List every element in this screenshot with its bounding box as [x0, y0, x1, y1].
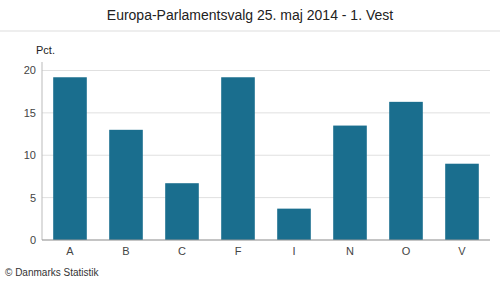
bars [53, 77, 479, 240]
bar [109, 130, 143, 240]
y-tick-label: 15 [24, 107, 36, 119]
grid-line [42, 240, 490, 241]
bar [221, 77, 255, 240]
x-tick-label: B [122, 245, 129, 257]
y-axis-line [42, 62, 43, 240]
x-tick-label: A [66, 245, 74, 257]
x-tick-label: F [235, 245, 242, 257]
x-tick-label: C [178, 245, 186, 257]
x-tick-label: O [402, 245, 411, 257]
x-tick-label: V [458, 245, 466, 257]
y-tick-label: 0 [30, 234, 36, 246]
chart-container: Europa-Parlamentsvalg 25. maj 2014 - 1. … [0, 0, 500, 282]
x-tick-label: N [346, 245, 354, 257]
grid-line [42, 70, 490, 71]
grid [42, 70, 490, 240]
title-rule [0, 31, 500, 32]
title: Europa-Parlamentsvalg 25. maj 2014 - 1. … [107, 7, 393, 23]
y-tick-label: 10 [24, 149, 36, 161]
y-tick-label: 20 [24, 64, 36, 76]
bar [333, 126, 367, 240]
x-tick-label: I [292, 245, 295, 257]
chart-svg: Europa-Parlamentsvalg 25. maj 2014 - 1. … [0, 0, 500, 282]
bar [277, 209, 311, 240]
bar [165, 183, 199, 240]
bar [445, 164, 479, 240]
y-axis-label: Pct. [36, 44, 55, 56]
footer: © Danmarks Statistik [5, 267, 100, 278]
bar [389, 102, 423, 240]
page: {"chart_data": {"type": "bar", "title": … [0, 0, 500, 282]
y-tick-label: 5 [30, 192, 36, 204]
x-axis-line [42, 240, 490, 241]
bar [53, 77, 87, 240]
